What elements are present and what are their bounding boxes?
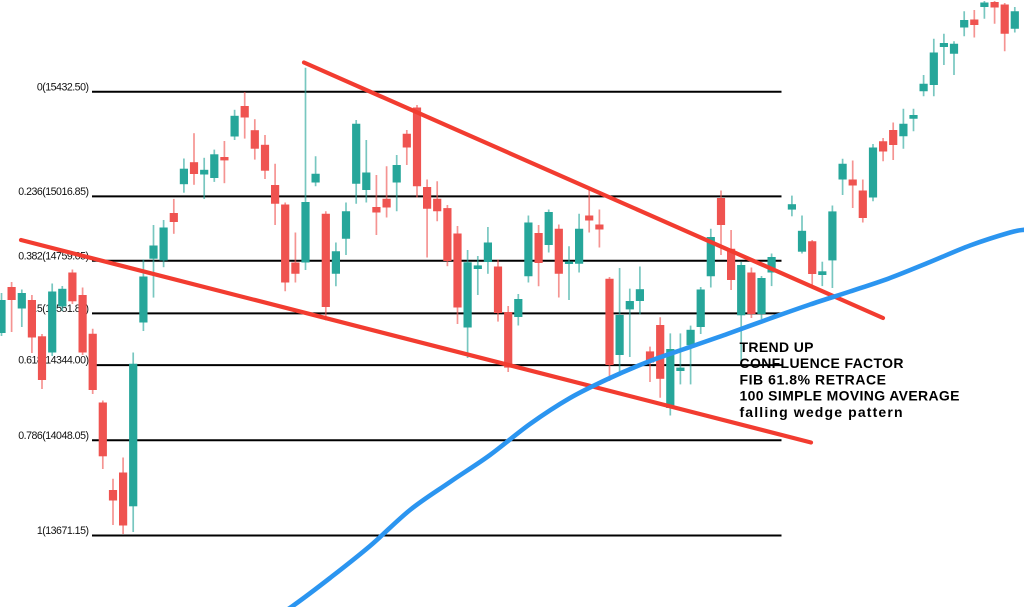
svg-text:TREND UP: TREND UP: [740, 339, 814, 355]
svg-text:CONFLUENCE FACTOR: CONFLUENCE FACTOR: [740, 355, 904, 371]
svg-text:0.5(14551.82): 0.5(14551.82): [29, 303, 88, 315]
svg-text:0.786(14048.05): 0.786(14048.05): [18, 430, 88, 442]
svg-text:100 SIMPLE MOVING AVERAGE: 100 SIMPLE MOVING AVERAGE: [740, 388, 960, 404]
svg-text:0.618(14344.00): 0.618(14344.00): [18, 355, 88, 367]
svg-text:0.236(15016.85): 0.236(15016.85): [18, 186, 88, 198]
svg-text:1(13671.15): 1(13671.15): [37, 525, 89, 537]
svg-text:FIB 61.8% RETRACE: FIB 61.8% RETRACE: [740, 371, 887, 387]
svg-text:0(15432.50): 0(15432.50): [37, 81, 89, 93]
svg-text:falling wedge pattern: falling wedge pattern: [740, 404, 904, 420]
